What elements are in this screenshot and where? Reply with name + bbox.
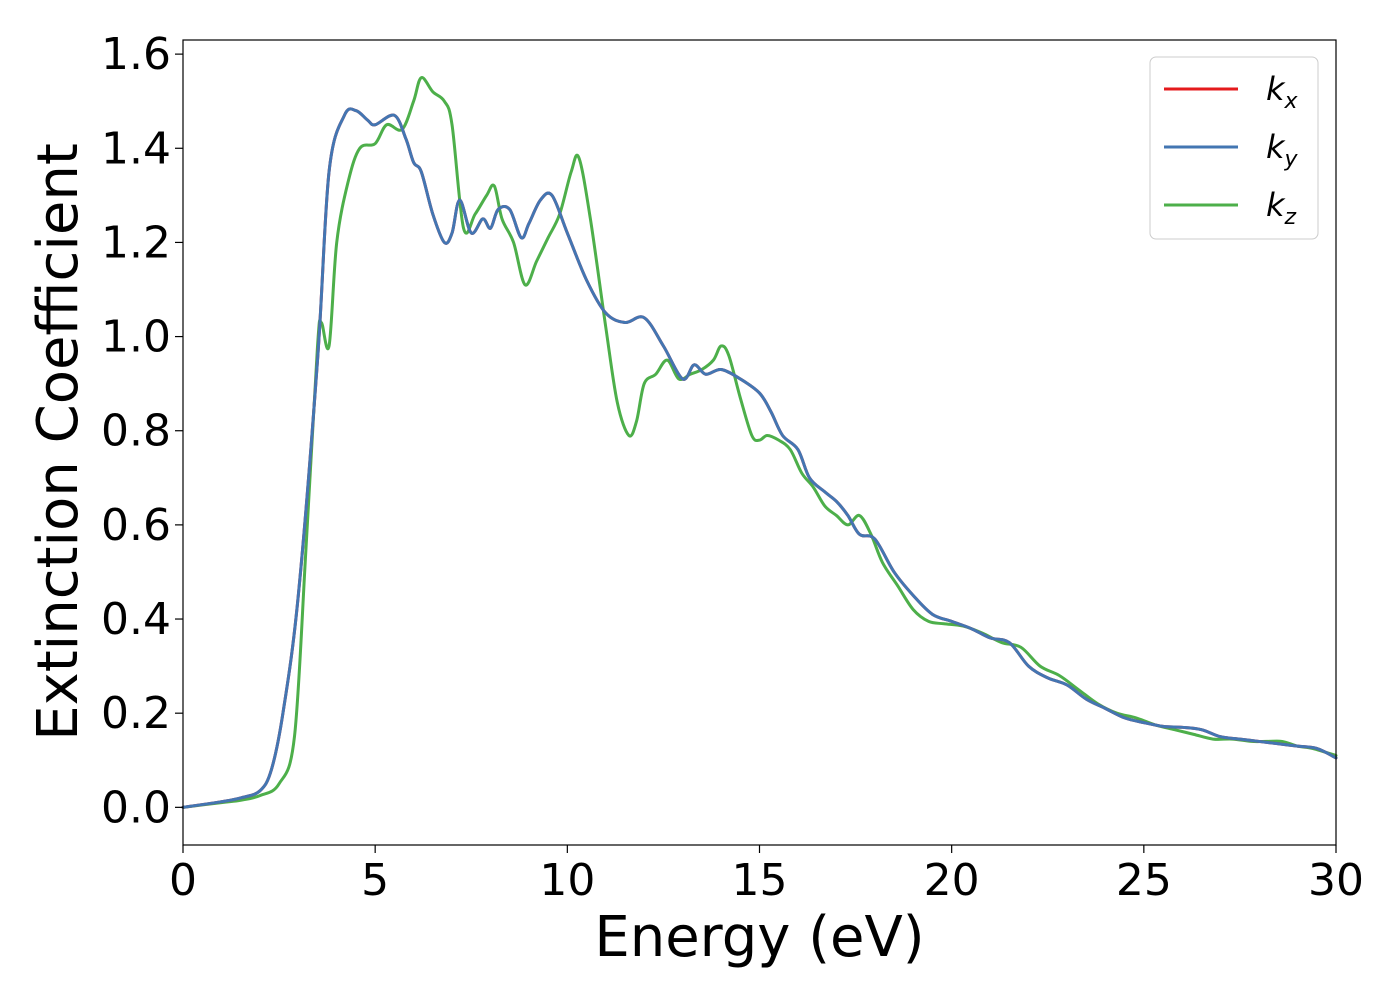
y-axis-ticks: 0.0 0.2 0.4 0.6 0.8 1.0 1.2 1.4 1.6 <box>101 29 183 833</box>
series-layer <box>181 76 1338 809</box>
x-tick-label: 30 <box>1308 855 1364 906</box>
legend-label-x: kx <box>1266 70 1299 114</box>
series-line-y <box>181 107 1338 809</box>
x-tick-label: 25 <box>1116 855 1172 906</box>
y-tick-label: 0.8 <box>101 406 171 457</box>
x-tick-label: 20 <box>924 855 980 906</box>
y-tick-label: 0.4 <box>101 594 171 645</box>
x-axis-ticks: 0 5 10 15 20 25 30 <box>169 845 1364 906</box>
y-tick-label: 0.2 <box>101 688 171 739</box>
y-tick-label: 1.2 <box>101 217 171 268</box>
x-tick-label: 5 <box>361 855 389 906</box>
x-tick-label: 15 <box>732 855 788 906</box>
y-tick-label: 1.6 <box>101 29 171 80</box>
x-tick-label: 0 <box>169 855 197 906</box>
legend-label-y: ky <box>1266 128 1299 172</box>
y-tick-label: 0.0 <box>101 782 171 833</box>
y-tick-label: 0.6 <box>101 500 171 551</box>
y-axis-title: Extinction Coefficient <box>26 143 91 741</box>
y-tick-label: 1.4 <box>101 123 171 174</box>
plot-area <box>183 40 1336 845</box>
x-tick-label: 10 <box>539 855 595 906</box>
x-axis-title: Energy (eV) <box>594 905 924 970</box>
y-tick-label: 1.0 <box>101 312 171 363</box>
legend-label-z: kz <box>1266 186 1297 230</box>
legend: kx ky kz <box>1149 56 1319 240</box>
